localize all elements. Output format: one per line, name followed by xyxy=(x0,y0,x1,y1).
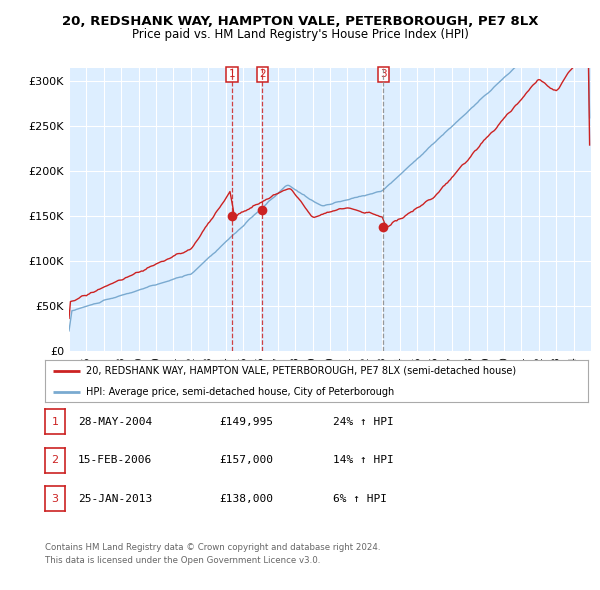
Text: Contains HM Land Registry data © Crown copyright and database right 2024.: Contains HM Land Registry data © Crown c… xyxy=(45,543,380,552)
Text: This data is licensed under the Open Government Licence v3.0.: This data is licensed under the Open Gov… xyxy=(45,556,320,565)
Text: 20, REDSHANK WAY, HAMPTON VALE, PETERBOROUGH, PE7 8LX (semi-detached house): 20, REDSHANK WAY, HAMPTON VALE, PETERBOR… xyxy=(86,366,516,375)
Text: 15-FEB-2006: 15-FEB-2006 xyxy=(78,455,152,465)
Text: £138,000: £138,000 xyxy=(219,494,273,503)
Text: 3: 3 xyxy=(380,69,387,79)
Text: 25-JAN-2013: 25-JAN-2013 xyxy=(78,494,152,503)
Text: HPI: Average price, semi-detached house, City of Peterborough: HPI: Average price, semi-detached house,… xyxy=(86,387,394,396)
Text: 1: 1 xyxy=(52,417,58,427)
Text: £149,995: £149,995 xyxy=(219,417,273,427)
Text: 20, REDSHANK WAY, HAMPTON VALE, PETERBOROUGH, PE7 8LX: 20, REDSHANK WAY, HAMPTON VALE, PETERBOR… xyxy=(62,15,538,28)
Text: 28-MAY-2004: 28-MAY-2004 xyxy=(78,417,152,427)
Text: Price paid vs. HM Land Registry's House Price Index (HPI): Price paid vs. HM Land Registry's House … xyxy=(131,28,469,41)
Text: 1: 1 xyxy=(229,69,236,79)
Text: 6% ↑ HPI: 6% ↑ HPI xyxy=(333,494,387,503)
Text: 2: 2 xyxy=(259,69,266,79)
Text: 3: 3 xyxy=(52,494,58,503)
Text: 2: 2 xyxy=(52,455,58,465)
Text: 24% ↑ HPI: 24% ↑ HPI xyxy=(333,417,394,427)
Text: 14% ↑ HPI: 14% ↑ HPI xyxy=(333,455,394,465)
Text: £157,000: £157,000 xyxy=(219,455,273,465)
